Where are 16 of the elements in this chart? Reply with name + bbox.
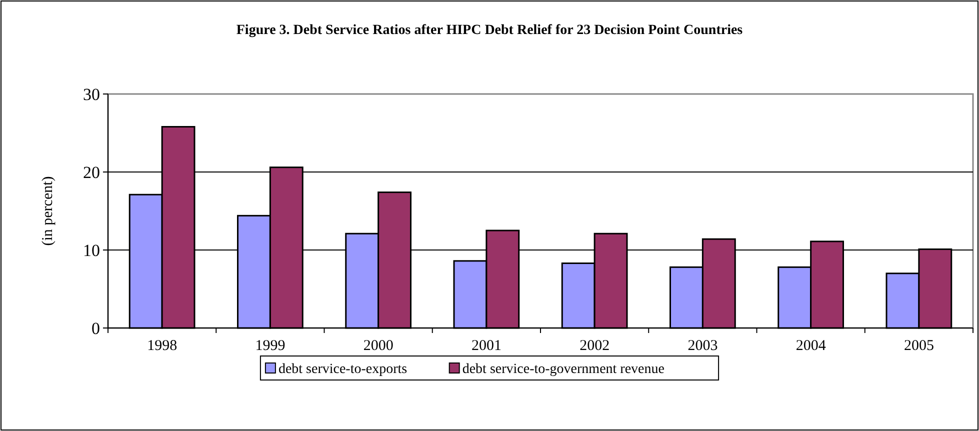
x-tick-label: 2002 xyxy=(580,338,610,354)
legend-label: debt service-to-exports xyxy=(278,362,408,377)
y-tick-label: 10 xyxy=(83,240,100,260)
y-tick-label: 0 xyxy=(92,318,100,338)
x-tick-label: 2004 xyxy=(796,338,826,354)
x-tick-label: 1998 xyxy=(147,338,178,354)
y-axis-title: (in percent) xyxy=(40,176,56,246)
legend-label: debt service-to-government revenue xyxy=(462,362,664,377)
x-tick-label: 2003 xyxy=(688,338,718,354)
y-tick-label: 30 xyxy=(83,84,100,104)
y-tick-label: 20 xyxy=(83,162,100,182)
x-tick-label: 2000 xyxy=(363,338,394,354)
x-tick-label: 2001 xyxy=(471,338,502,354)
x-tick-label: 2005 xyxy=(904,338,934,354)
chart-title: Figure 3. Debt Service Ratios after HIPC Debt Relief for 23 Decision Point Countries xyxy=(236,23,744,38)
x-tick-label: 1999 xyxy=(255,338,286,354)
